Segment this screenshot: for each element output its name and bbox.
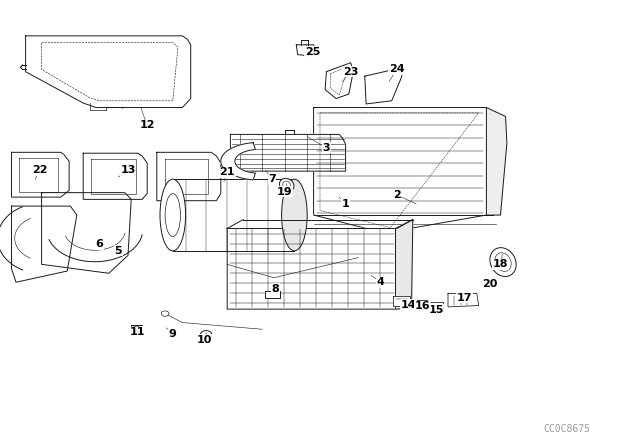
Polygon shape bbox=[430, 302, 443, 311]
Text: 24: 24 bbox=[389, 65, 404, 74]
Polygon shape bbox=[221, 143, 255, 180]
Text: 10: 10 bbox=[197, 335, 212, 345]
Polygon shape bbox=[12, 152, 69, 197]
Ellipse shape bbox=[165, 194, 180, 237]
Text: 2: 2 bbox=[393, 190, 401, 200]
Text: 23: 23 bbox=[343, 67, 358, 77]
Polygon shape bbox=[365, 68, 402, 104]
Polygon shape bbox=[413, 300, 427, 309]
Ellipse shape bbox=[283, 181, 291, 189]
Polygon shape bbox=[26, 36, 191, 108]
Text: 15: 15 bbox=[429, 305, 444, 315]
Polygon shape bbox=[83, 153, 147, 199]
Polygon shape bbox=[448, 293, 479, 307]
Polygon shape bbox=[314, 108, 496, 233]
Text: 12: 12 bbox=[140, 121, 155, 130]
Text: 4: 4 bbox=[377, 277, 385, 287]
Text: 1: 1 bbox=[342, 199, 349, 209]
Ellipse shape bbox=[495, 253, 511, 271]
Ellipse shape bbox=[160, 179, 186, 251]
Circle shape bbox=[200, 331, 212, 339]
Ellipse shape bbox=[282, 179, 307, 251]
Polygon shape bbox=[12, 206, 77, 282]
Text: 21: 21 bbox=[220, 168, 235, 177]
Text: 8: 8 bbox=[271, 284, 279, 294]
Text: 19: 19 bbox=[277, 187, 292, 197]
Polygon shape bbox=[173, 179, 294, 251]
Text: 14: 14 bbox=[401, 300, 416, 310]
Text: CC0C8675: CC0C8675 bbox=[543, 424, 590, 434]
Ellipse shape bbox=[280, 178, 294, 192]
Polygon shape bbox=[393, 296, 410, 306]
Text: 7: 7 bbox=[268, 174, 276, 184]
Text: 22: 22 bbox=[32, 165, 47, 175]
Polygon shape bbox=[230, 134, 346, 171]
Text: 3: 3 bbox=[323, 143, 330, 153]
Polygon shape bbox=[42, 43, 178, 101]
Polygon shape bbox=[265, 291, 280, 298]
Text: 11: 11 bbox=[130, 327, 145, 337]
Polygon shape bbox=[486, 108, 507, 215]
Circle shape bbox=[161, 311, 169, 316]
Ellipse shape bbox=[490, 248, 516, 276]
Polygon shape bbox=[325, 63, 353, 99]
Text: 17: 17 bbox=[457, 293, 472, 303]
Text: 16: 16 bbox=[415, 302, 430, 311]
Text: 6: 6 bbox=[95, 239, 103, 249]
Polygon shape bbox=[227, 228, 400, 309]
Polygon shape bbox=[396, 220, 413, 309]
Ellipse shape bbox=[133, 326, 140, 330]
Polygon shape bbox=[42, 193, 131, 273]
Circle shape bbox=[485, 280, 493, 286]
Text: 25: 25 bbox=[305, 47, 320, 56]
Text: 13: 13 bbox=[120, 165, 136, 175]
Polygon shape bbox=[157, 152, 221, 201]
Text: 18: 18 bbox=[493, 259, 508, 269]
Text: 9: 9 bbox=[169, 329, 177, 339]
Text: 20: 20 bbox=[483, 280, 498, 289]
Text: 5: 5 bbox=[115, 246, 122, 256]
Polygon shape bbox=[296, 45, 315, 56]
